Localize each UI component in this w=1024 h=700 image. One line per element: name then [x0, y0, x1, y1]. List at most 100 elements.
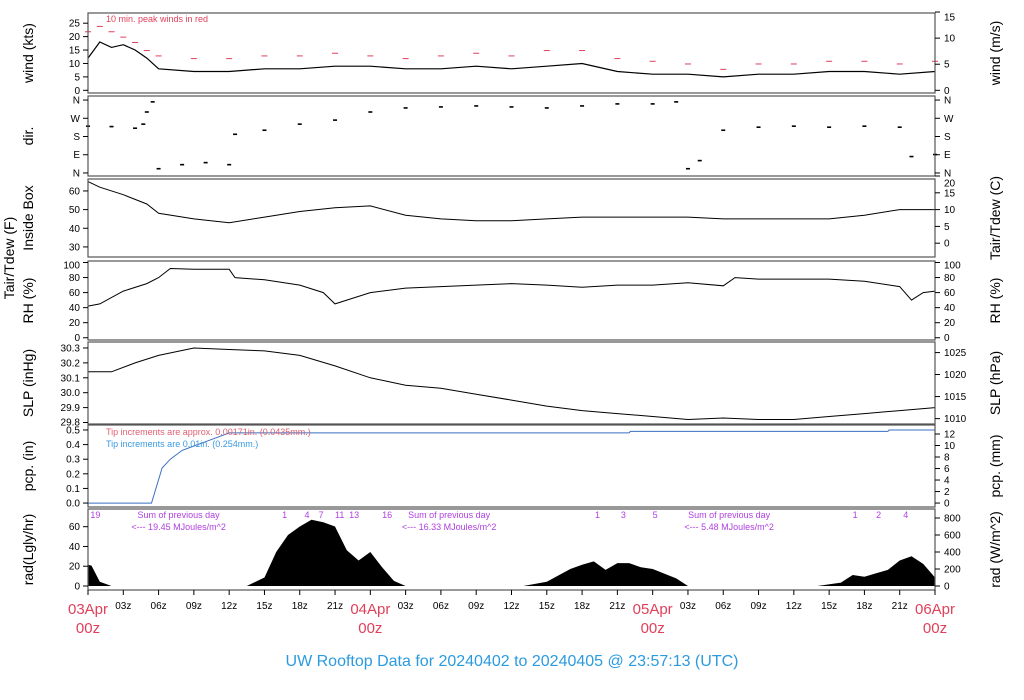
gust-mark [755, 63, 762, 65]
y-tick-label-right: N [944, 168, 951, 179]
y-tick-label: 30.1 [61, 373, 81, 384]
rad-hour-label: 5 [653, 510, 658, 520]
panel-wind: 0 5 10 15 20 25 0 5 10 15 wind (kts) wind (m/s) 10 m… [20, 11, 1003, 97]
y-tick-label-right: 0 [944, 86, 950, 97]
hour-label: 21z [892, 601, 908, 612]
gust-mark [261, 55, 268, 57]
direction-point [862, 125, 867, 127]
y-tick-label-right: 0 [944, 499, 950, 510]
rad-hour-label: 13 [349, 510, 359, 520]
direction-point [474, 105, 479, 107]
sum-value: <--- 16.33 MJoules/m^2 [402, 522, 497, 532]
direction-point [227, 163, 232, 166]
direction-point [150, 101, 155, 103]
gust-mark [402, 58, 409, 60]
direction-point [403, 107, 408, 109]
direction-point [141, 123, 146, 125]
direction-point [156, 167, 161, 170]
y-tick-label: 100 [63, 261, 80, 272]
y-axis-label-right: SLP (hPa) [987, 351, 1003, 415]
gust-mark [896, 63, 903, 65]
rad-hour-label: 16 [382, 510, 392, 520]
panel-frame [87, 12, 936, 94]
hour-label: 09z [468, 601, 484, 612]
y-tick-label: 0 [74, 86, 80, 97]
y-tick-label: 5 [74, 72, 80, 83]
y-tick-label-right: 5 [944, 222, 950, 233]
y-tick-label: 0.2 [66, 469, 80, 480]
y-tick-label-right: 200 [944, 565, 961, 576]
y-tick-label: E [73, 150, 80, 161]
direction-point [233, 133, 238, 136]
y-tick-label-right: 1025 [944, 348, 967, 359]
y-tick-label-right: W [944, 114, 954, 125]
y-axis-label: SLP (inHg) [20, 349, 36, 417]
chart-title: UW Rooftop Data for 20240402 to 20240405… [286, 653, 739, 670]
panel-frame [87, 341, 936, 425]
hour-label: 06z [151, 601, 167, 612]
gust-mark [579, 50, 586, 52]
hour-label: 03z [680, 601, 696, 612]
y-tick-label: N [73, 96, 80, 107]
y-tick-label-right: 1015 [944, 392, 967, 403]
y-axis-label-right: rad (W/m^2) [987, 511, 1003, 588]
hour-label: 03z [115, 601, 131, 612]
y-axis-label-right: RH (%) [987, 278, 1003, 324]
y-tick-label-right: 15 [944, 13, 956, 24]
gust-mark [332, 52, 339, 54]
hour-label: 12z [786, 601, 802, 612]
panel-frame [87, 95, 936, 177]
y-tick-label: 30.2 [61, 358, 81, 369]
sum-value: <--- 5.48 MJoules/m^2 [684, 522, 774, 532]
direction-point [368, 111, 373, 113]
rad-hour-label: 3 [621, 510, 626, 520]
gust-mark [108, 31, 115, 33]
hour-label: 18z [856, 601, 872, 612]
y-tick-label-right: 2 [944, 487, 950, 498]
direction-point [909, 155, 914, 158]
y-tick-label: S [73, 132, 80, 143]
gust-mark [296, 55, 303, 57]
direction-point [897, 126, 902, 128]
y-tick-label: 0.1 [66, 484, 80, 495]
direction-point [144, 111, 149, 113]
gust-mark [473, 52, 480, 54]
gust-mark [132, 41, 139, 43]
direction-point [180, 163, 185, 166]
y-tick-label: 40 [69, 224, 81, 235]
y-tick-label: 80 [69, 273, 81, 284]
pcp-line [88, 429, 935, 504]
gust-mark [143, 50, 150, 52]
direction-point [721, 129, 726, 132]
y-tick-label: 60 [69, 186, 81, 197]
y-tick-label: 60 [69, 288, 81, 299]
gust-mark [367, 55, 374, 57]
gust-mark [790, 63, 797, 65]
y-tick-label: 0 [74, 582, 80, 593]
rad-hour-label: 7 [319, 510, 324, 520]
y-tick-label-right: 400 [944, 548, 961, 559]
gust-mark [120, 36, 127, 38]
hour-label: 21z [327, 601, 343, 612]
y-axis-label: RH (%) [20, 278, 36, 324]
hour-label: 15z [256, 601, 272, 612]
date-hour-label: 00z [76, 620, 100, 637]
direction-point [297, 123, 302, 125]
direction-point [697, 159, 702, 162]
y-axis-label-right: Tair/Tdew (C) [987, 176, 1003, 260]
y-tick-label-right: 5 [944, 60, 950, 71]
y-tick-label: 0.3 [66, 455, 80, 466]
sum-value: <--- 19.45 MJoules/m^2 [131, 522, 226, 532]
y-tick-label-right: 40 [944, 303, 956, 314]
hour-label: 03z [398, 601, 414, 612]
rad-hour-label: 11 [335, 510, 344, 520]
panel-frame [87, 424, 936, 508]
y-tick-label: 0 [74, 333, 80, 344]
y-axis-label: pcp. (in) [20, 441, 36, 492]
y-axis-label: wind (kts) [20, 23, 36, 84]
slp-line [88, 347, 936, 421]
y-tick-label: 30.0 [61, 388, 81, 399]
y-axis-label: Tair/Tdew (F) [1, 217, 17, 299]
